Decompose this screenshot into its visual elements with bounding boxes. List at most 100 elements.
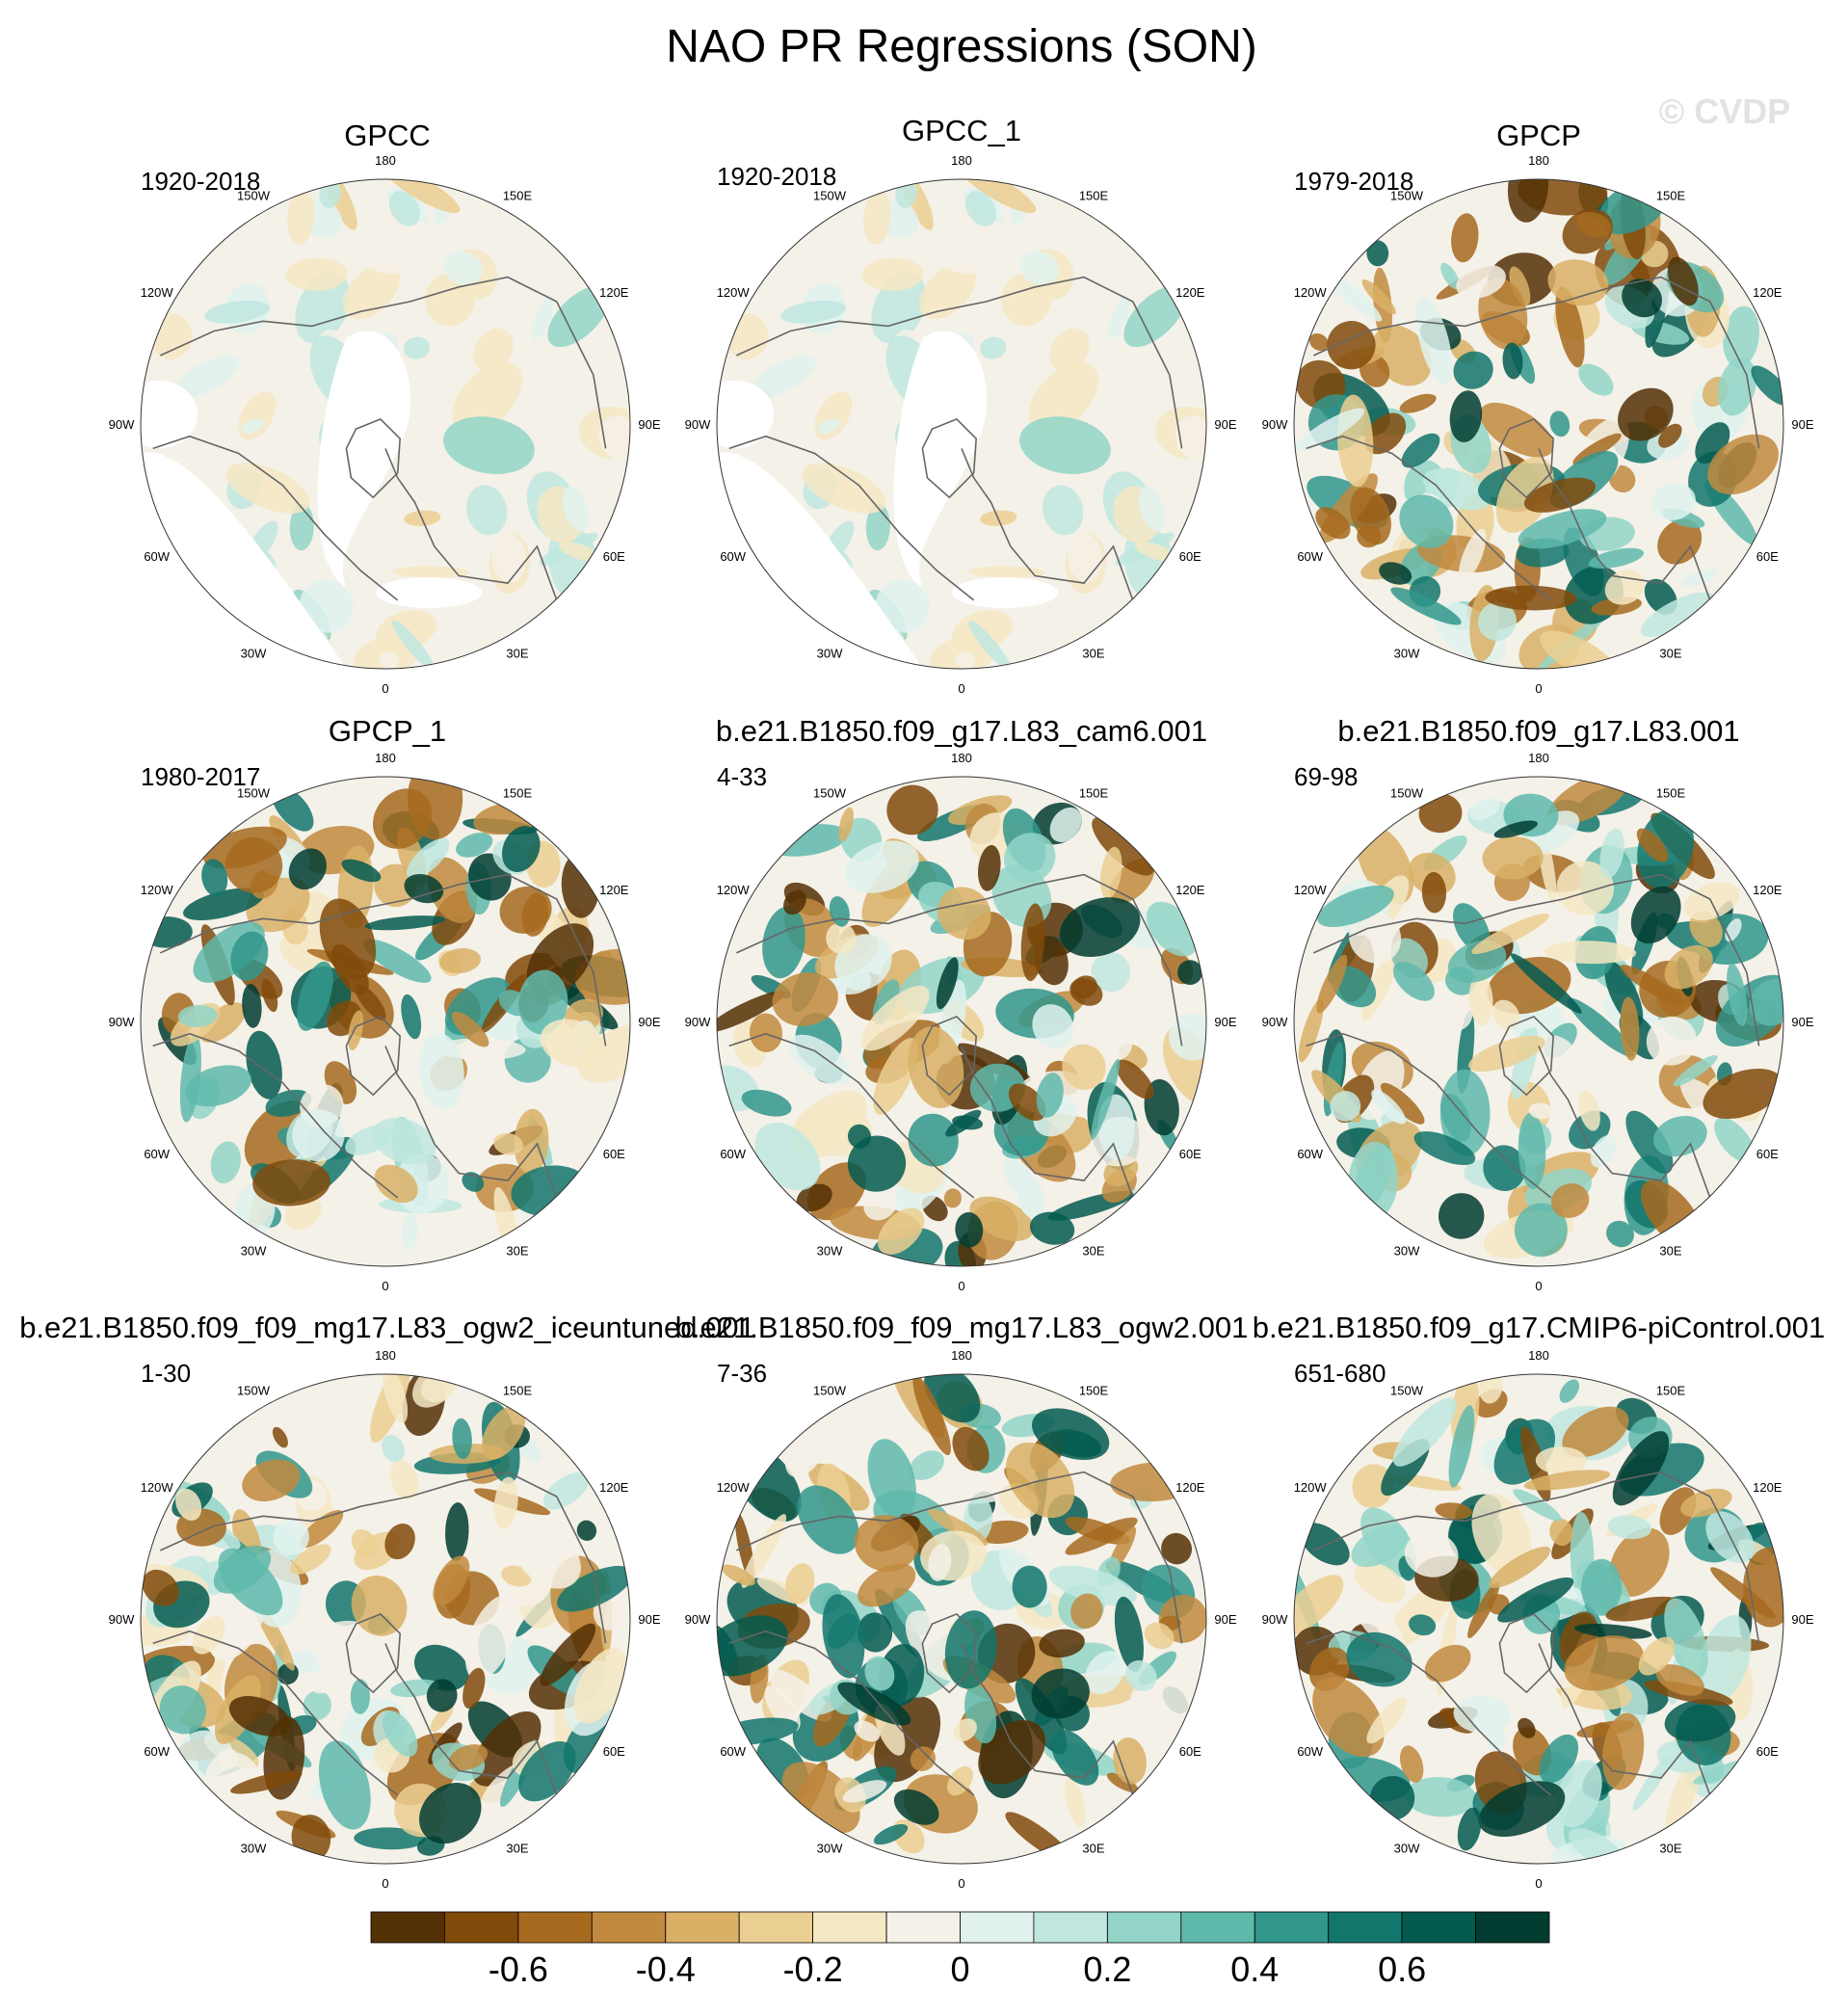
contour-blob xyxy=(860,985,930,1051)
contour-blob xyxy=(1657,518,1703,565)
lon-label: 90E xyxy=(1791,1612,1813,1627)
contour-blob xyxy=(960,179,1037,213)
contour-blob xyxy=(1749,978,1783,1026)
map-boundary xyxy=(140,1373,631,1865)
lon-label: 150W xyxy=(1390,189,1424,203)
lon-label: 90E xyxy=(638,1612,660,1627)
contour-blob xyxy=(452,361,522,434)
contour-blob xyxy=(1664,1598,1708,1679)
lon-label: 60E xyxy=(603,1147,625,1161)
lon-label: 150E xyxy=(503,1384,533,1398)
contour-blob xyxy=(822,1594,865,1679)
contour-blob xyxy=(1371,1089,1407,1125)
contour-blob xyxy=(1547,259,1609,306)
lon-label: 90W xyxy=(1262,417,1288,432)
colorbar-box xyxy=(517,1911,593,1944)
lon-label: 90W xyxy=(685,1015,711,1029)
watermark: © CVDP xyxy=(1659,92,1791,131)
contour-blob xyxy=(1298,998,1324,1063)
lon-label: 60E xyxy=(1179,1147,1201,1161)
colorbar-box xyxy=(738,1911,814,1944)
coastline xyxy=(345,417,402,499)
contour-blob xyxy=(426,1679,458,1712)
coastline xyxy=(728,1630,975,1796)
contour-blob xyxy=(1727,963,1748,1026)
contour-blob xyxy=(943,1188,963,1208)
contour-blob xyxy=(1469,797,1500,820)
contour-blob xyxy=(873,1823,909,1845)
contour-blob xyxy=(847,1135,907,1192)
contour-blob xyxy=(1636,828,1669,862)
contour-blob xyxy=(1116,1059,1154,1100)
contour-blob xyxy=(210,1141,241,1184)
contour-blob xyxy=(1518,1717,1536,1738)
contour-blob xyxy=(1497,1577,1574,1623)
contour-blob xyxy=(427,857,478,924)
lon-label: 90E xyxy=(1214,1015,1236,1029)
panel: 180 150E 120E 90E 60E 30E 0 30W 60W 90W 120W 150W GP… xyxy=(1262,119,1814,696)
contour-blob xyxy=(1085,1651,1125,1695)
contour-blob xyxy=(858,1612,893,1653)
contour-blob xyxy=(1518,1112,1546,1189)
contour-blob xyxy=(862,190,891,245)
contour-blob xyxy=(1161,1532,1193,1565)
contour-blob xyxy=(406,837,450,880)
contour-blob xyxy=(928,1544,952,1581)
contour-blob xyxy=(173,355,240,399)
panel-period: 7-36 xyxy=(717,1359,767,1388)
lon-label: 120W xyxy=(141,285,174,300)
contour-blob xyxy=(292,1108,345,1162)
lon-label: 120W xyxy=(717,1480,751,1495)
coastline xyxy=(735,276,1183,449)
map-boundary xyxy=(716,776,1207,1267)
colorbar-box xyxy=(1401,1911,1476,1944)
contour-blob xyxy=(382,1374,409,1423)
contour-blob xyxy=(183,888,264,921)
lon-label: 120W xyxy=(1294,883,1328,897)
lon-label: 0 xyxy=(1535,681,1542,696)
contour-blob xyxy=(864,1656,895,1691)
contour-blob xyxy=(952,1115,984,1130)
contour-blob xyxy=(1065,1517,1130,1545)
contour-blob xyxy=(969,1196,1034,1241)
lon-label: 150W xyxy=(1390,786,1424,801)
panel-title: GPCP xyxy=(1496,119,1581,152)
contour-blob xyxy=(1667,256,1699,306)
coastline xyxy=(921,1015,978,1097)
lon-label: 120W xyxy=(1294,285,1328,300)
contour-blob xyxy=(750,355,816,399)
contour-blob xyxy=(867,1439,916,1520)
contour-blob xyxy=(1673,1054,1718,1087)
lon-label: 90E xyxy=(1214,1612,1236,1627)
contour-blob xyxy=(1483,1145,1526,1192)
lon-label: 120W xyxy=(717,285,751,300)
contour-blob xyxy=(1581,1558,1623,1616)
panel-period: 1920-2018 xyxy=(717,162,836,191)
lon-label: 30E xyxy=(506,646,528,660)
contour-blob xyxy=(242,984,262,1028)
contour-field xyxy=(141,777,630,1266)
contour-field xyxy=(1294,1374,1783,1864)
lon-label: 30E xyxy=(1082,1243,1104,1258)
contour-blob xyxy=(192,1615,225,1655)
lon-label: 90W xyxy=(685,417,711,432)
contour-blob xyxy=(228,1695,291,1737)
contour-blob xyxy=(517,969,568,1035)
contour-blob xyxy=(393,566,469,578)
coastline xyxy=(152,435,399,601)
contour-blob xyxy=(1177,960,1202,985)
contour-blob xyxy=(1315,507,1351,540)
lon-label: 120W xyxy=(1294,1480,1328,1495)
contour-blob xyxy=(1300,1523,1350,1566)
map-boundary xyxy=(140,178,631,670)
contour-blob xyxy=(854,1515,919,1572)
contour-blob xyxy=(918,263,976,320)
contour-blob xyxy=(1036,1073,1064,1118)
lon-label: 180 xyxy=(375,1348,396,1363)
contour-blob xyxy=(1019,416,1111,474)
lon-label: 30W xyxy=(241,1243,267,1258)
contour-blob xyxy=(1366,1697,1408,1744)
contour-blob xyxy=(721,1564,755,1586)
coastline xyxy=(345,1612,402,1694)
